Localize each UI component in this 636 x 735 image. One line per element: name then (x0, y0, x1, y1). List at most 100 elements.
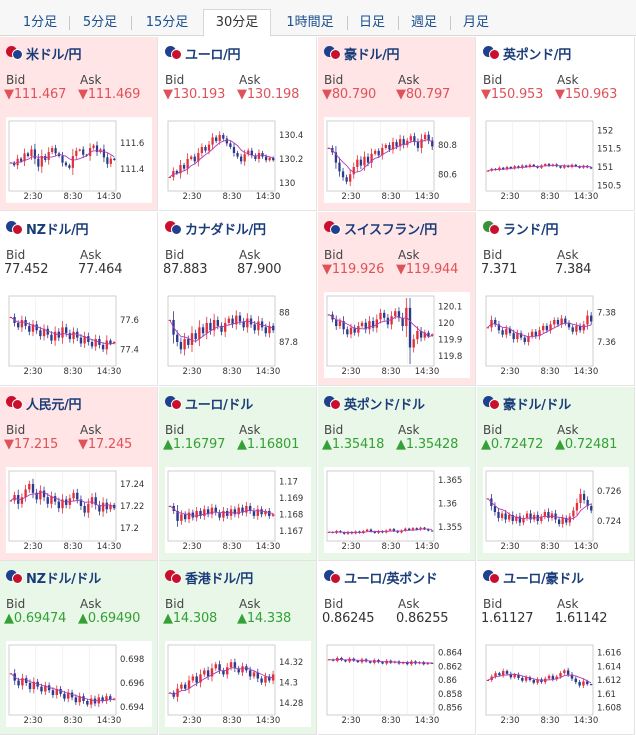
candle-body (486, 170, 490, 172)
candle-body (90, 342, 94, 347)
pair-header[interactable]: スイスフラン/円 (324, 219, 437, 238)
candle-body (551, 164, 555, 166)
candle-body (51, 148, 54, 153)
pair-name[interactable]: 英ポンド/ドル (344, 397, 425, 413)
candle-body (419, 527, 422, 530)
price-chart[interactable]: 120.1 120 119.9 119.8 2:30 8:30 14:30 (324, 292, 470, 378)
pair-name[interactable]: ランド/円 (503, 222, 559, 238)
pair-name[interactable]: カナダドル/円 (185, 222, 266, 238)
candle-body (359, 159, 363, 166)
pair-header[interactable]: NZドル/ドル (6, 568, 101, 587)
pair-name[interactable]: 米ドル/円 (26, 47, 82, 63)
pair-header[interactable]: 豪ドル/円 (324, 44, 400, 63)
pair-name[interactable]: 英ポンド/円 (503, 47, 571, 63)
price-chart[interactable]: 80.8 80.6 2:30 8:30 14:30 (324, 117, 470, 203)
price-chart[interactable]: 111.6 111.4 2:30 8:30 14:30 (6, 117, 152, 203)
candle-body (566, 670, 570, 675)
pair-name[interactable]: 豪ドル/ドル (503, 397, 571, 413)
down-arrow-icon: ▼ (481, 87, 491, 102)
price-chart[interactable]: 1.365 1.36 1.355 2:30 8:30 14:30 (324, 467, 470, 553)
price-chart[interactable]: 77.6 77.4 2:30 8:30 14:30 (6, 292, 152, 378)
pair-name[interactable]: NZドル/円 (26, 222, 89, 238)
candle-body (193, 156, 196, 162)
price-chart[interactable]: 0.726 0.724 2:30 8:30 14:30 (483, 467, 629, 553)
tab-weekly[interactable]: 週足 (410, 15, 437, 30)
pair-name[interactable]: ユーロ/ドル (185, 397, 253, 413)
tab-monthly[interactable]: 月足 (462, 15, 489, 30)
price-chart[interactable]: 7.38 7.36 2:30 8:30 14:30 (483, 292, 629, 378)
candle-body (82, 696, 85, 701)
ask-value: ▲1.16801 (237, 437, 299, 452)
tab-30min[interactable]: 30分足 (203, 9, 271, 37)
pair-header[interactable]: 英ポンド/ドル (324, 394, 425, 413)
price-chart[interactable]: 130.4 130.2 130 2:30 8:30 14:30 (165, 117, 311, 203)
candlestick-chart: 130.4 130.2 130 2:30 8:30 14:30 (167, 120, 303, 202)
pair-name[interactable]: 香港ドル/円 (185, 571, 253, 587)
candle-body (335, 319, 338, 327)
candle-body (225, 138, 228, 144)
pair-name[interactable]: 豪ドル/円 (344, 47, 400, 63)
candle-body (233, 662, 237, 669)
candle-body (572, 510, 575, 517)
candle-body (497, 324, 501, 331)
candle-body (264, 510, 267, 515)
pair-header[interactable]: 英ポンド/円 (483, 44, 571, 63)
candle-body (574, 164, 578, 167)
bid-label: Bid (6, 248, 26, 262)
candle-body (242, 321, 245, 328)
pair-header[interactable]: カナダドル/円 (165, 219, 266, 238)
candle-body (568, 516, 571, 523)
tab-separator (131, 16, 132, 30)
pair-header[interactable]: 香港ドル/円 (165, 568, 253, 587)
candle-body (408, 307, 412, 348)
pair-header[interactable]: ユーロ/円 (165, 44, 241, 63)
pair-tile: ユーロ/ドル Bid Ask ▲1.16797 ▲1.16801 1.17 1.169 1.1… (159, 387, 317, 561)
price-chart[interactable]: 1.17 1.169 1.168 1.167 2:30 8:30 14:30 (165, 467, 311, 553)
pair-header[interactable]: 豪ドル/ドル (483, 394, 571, 413)
price-chart[interactable]: 0.864 0.862 0.86 0.858 0.856 2:30 8:30 14:30 (324, 641, 470, 727)
pair-header[interactable]: ユーロ/英ポンド (324, 568, 438, 587)
candle-body (237, 668, 240, 673)
price-chart[interactable]: 14.32 14.3 14.28 2:30 8:30 14:30 (165, 641, 311, 727)
pair-header[interactable]: ユーロ/ドル (165, 394, 253, 413)
pair-name[interactable]: スイスフラン/円 (344, 222, 437, 238)
bid-price: 1.61127 (481, 611, 534, 626)
price-chart[interactable]: 1.616 1.614 1.612 1.61 1.608 2:30 8:30 14:30 (483, 641, 629, 727)
pair-header[interactable]: NZドル/円 (6, 219, 89, 238)
bid-label: Bid (324, 248, 344, 262)
pair-name[interactable]: NZドル/ドル (26, 571, 101, 587)
candle-body (427, 134, 430, 141)
pair-header[interactable]: 人民元/円 (6, 394, 82, 413)
candle-body (557, 519, 561, 524)
candle-body (497, 512, 500, 518)
pair-name[interactable]: ユーロ/英ポンド (344, 571, 438, 587)
candle-body (394, 311, 397, 317)
candle-body (352, 167, 355, 175)
price-chart[interactable]: 152 151.5 151 150.5 2:30 8:30 14:30 (483, 117, 629, 203)
ask-value: ▲0.72481 (555, 437, 617, 452)
tab-5min[interactable]: 5分足 (82, 15, 118, 30)
bid-value: ▼119.926 (322, 262, 384, 277)
tab-daily[interactable]: 日足 (358, 15, 385, 30)
tab-1min[interactable]: 1分足 (22, 15, 58, 30)
pair-header[interactable]: 米ドル/円 (6, 44, 82, 63)
candle-body (371, 321, 375, 328)
price-chart[interactable]: 17.24 17.22 17.2 2:30 8:30 14:30 (6, 467, 152, 553)
price-chart[interactable]: 0.698 0.696 0.694 2:30 8:30 14:30 (6, 641, 152, 727)
tab-15min[interactable]: 15分足 (145, 15, 189, 30)
currency-flags-icon (483, 396, 501, 410)
pair-name[interactable]: ユーロ/円 (185, 47, 241, 63)
candle-body (404, 528, 407, 531)
bid-price: 1.35418 (331, 437, 385, 452)
ask-value: ▼80.797 (396, 87, 450, 102)
x-tick-label: 14:30 (97, 542, 122, 552)
ask-label: Ask (398, 73, 420, 87)
tab-1hour[interactable]: 1時間足 (286, 15, 334, 30)
price-chart[interactable]: 88 87.8 2:30 8:30 14:30 (165, 292, 311, 378)
pair-name[interactable]: ユーロ/豪ドル (503, 571, 584, 587)
candle-body (396, 530, 399, 533)
pair-header[interactable]: ユーロ/豪ドル (483, 568, 584, 587)
pair-name[interactable]: 人民元/円 (26, 397, 82, 413)
x-tick-label: 8:30 (540, 367, 559, 377)
pair-header[interactable]: ランド/円 (483, 219, 559, 238)
